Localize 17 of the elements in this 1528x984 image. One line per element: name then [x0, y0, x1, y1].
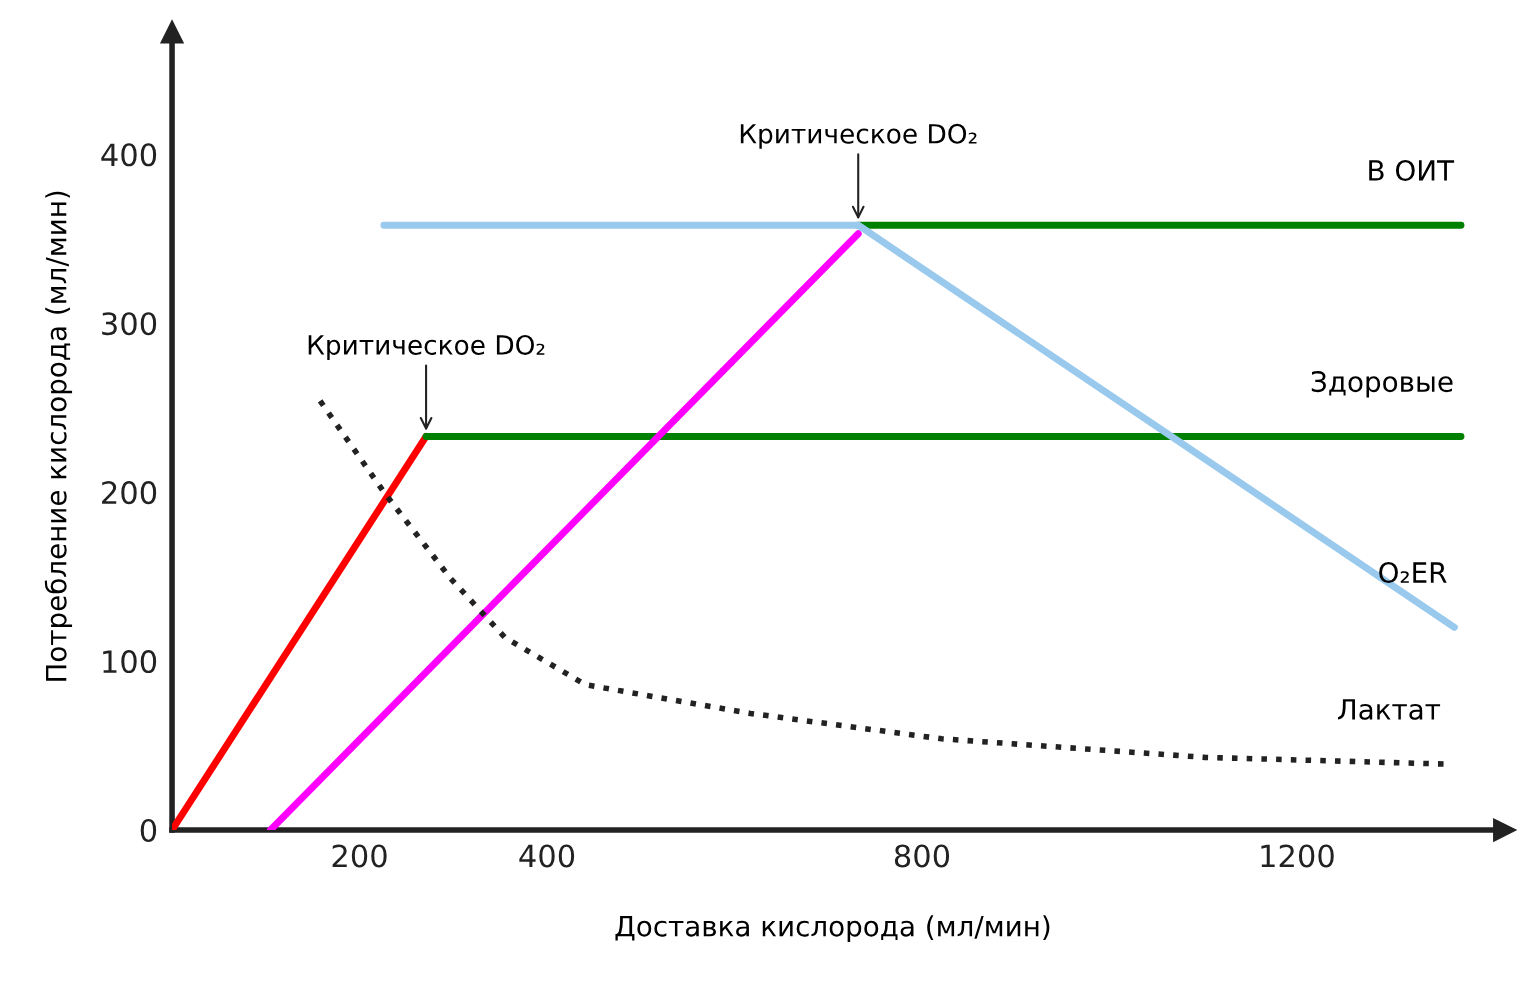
y-tick-label: 0	[140, 818, 157, 843]
y-axis-title: Потребление кислорода (мл/мин)	[44, 191, 73, 681]
series-label: O₂ER	[1379, 562, 1447, 584]
y-tick-label: 100	[103, 650, 157, 674]
x-tick-label: 400	[519, 844, 575, 868]
y-tick-label: 400	[101, 143, 157, 167]
x-tick-label: 800	[894, 844, 950, 868]
series-label: Здоровые	[1311, 371, 1453, 398]
annotation: Критическое DO₂	[308, 334, 545, 361]
x-tick-label: 200	[332, 844, 387, 868]
annotation: Критическое DO₂	[740, 123, 977, 149]
y-tick-label: 300	[102, 312, 157, 336]
series-label: Лактат	[1337, 699, 1441, 720]
x-axis-title: Доставка кислорода (мл/мин)	[615, 915, 1050, 943]
x-tick-label: 1200	[1261, 844, 1334, 868]
y-tick-label: 200	[102, 481, 157, 505]
series-label: В ОИТ	[1369, 159, 1455, 181]
